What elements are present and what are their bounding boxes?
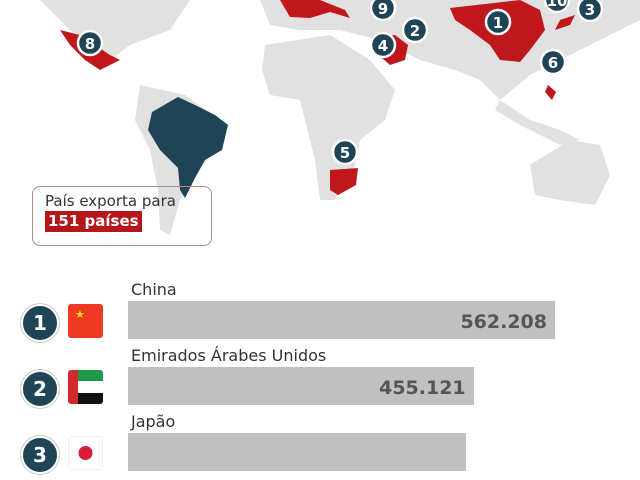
map-marker-1: 1 xyxy=(484,8,512,36)
north-america xyxy=(40,0,190,60)
svg-text:6: 6 xyxy=(548,54,558,72)
country-name: China xyxy=(131,280,177,299)
bar xyxy=(128,433,466,471)
world-map: 1 2 3 4 5 6 8 9 10 xyxy=(40,0,640,235)
svg-text:9: 9 xyxy=(378,0,388,18)
svg-text:4: 4 xyxy=(378,37,388,55)
japan-flag-icon xyxy=(68,436,103,470)
brazil-origin xyxy=(148,97,228,198)
svg-text:2: 2 xyxy=(410,22,420,40)
highlight-europe xyxy=(280,0,350,18)
eurasia xyxy=(260,0,640,100)
rank-badge: 3 xyxy=(21,436,59,474)
rank-badge: 2 xyxy=(21,370,59,408)
china-flag-icon: ★ xyxy=(68,304,103,338)
map-marker-10: 10 xyxy=(543,0,571,14)
svg-text:8: 8 xyxy=(85,35,95,53)
export-count-box: País exporta para 151 países xyxy=(32,186,212,246)
southeast-asia xyxy=(495,100,580,145)
svg-text:★: ★ xyxy=(75,308,85,321)
country-name: Emirados Árabes Unidos xyxy=(131,346,327,365)
bar: 455.121 xyxy=(128,367,474,405)
uae-flag-icon xyxy=(68,370,103,404)
map-marker-9: 9 xyxy=(369,0,397,22)
australia xyxy=(530,140,610,205)
svg-text:10: 10 xyxy=(547,0,568,10)
export-label: País exporta para xyxy=(45,192,176,210)
highlight-philippines xyxy=(545,85,556,100)
map-marker-3: 3 xyxy=(576,0,604,23)
africa xyxy=(262,35,395,200)
rank-badge: 1 xyxy=(21,304,59,342)
bar-value-label: 562.208 xyxy=(460,311,547,333)
bar: 562.208 xyxy=(128,301,555,339)
map-marker-4: 4 xyxy=(369,31,397,59)
ranking-row: 3 Japão xyxy=(0,410,640,480)
export-count: 151 países xyxy=(45,211,142,232)
svg-text:3: 3 xyxy=(585,1,595,19)
map-marker-8: 8 xyxy=(76,29,104,57)
map-marker-5: 5 xyxy=(331,138,359,166)
svg-text:5: 5 xyxy=(340,144,350,162)
bar-value-label: 455.121 xyxy=(379,377,466,399)
highlight-japan xyxy=(555,15,575,30)
ranking-row: 2 Emirados Árabes Unidos 455.121 xyxy=(0,344,640,414)
country-name: Japão xyxy=(131,412,176,431)
svg-text:1: 1 xyxy=(493,14,503,32)
highlight-south-africa xyxy=(330,168,358,195)
map-marker-6: 6 xyxy=(539,48,567,76)
ranking-row: 1 ★ China 562.208 xyxy=(0,278,640,348)
map-marker-2: 2 xyxy=(401,16,429,44)
